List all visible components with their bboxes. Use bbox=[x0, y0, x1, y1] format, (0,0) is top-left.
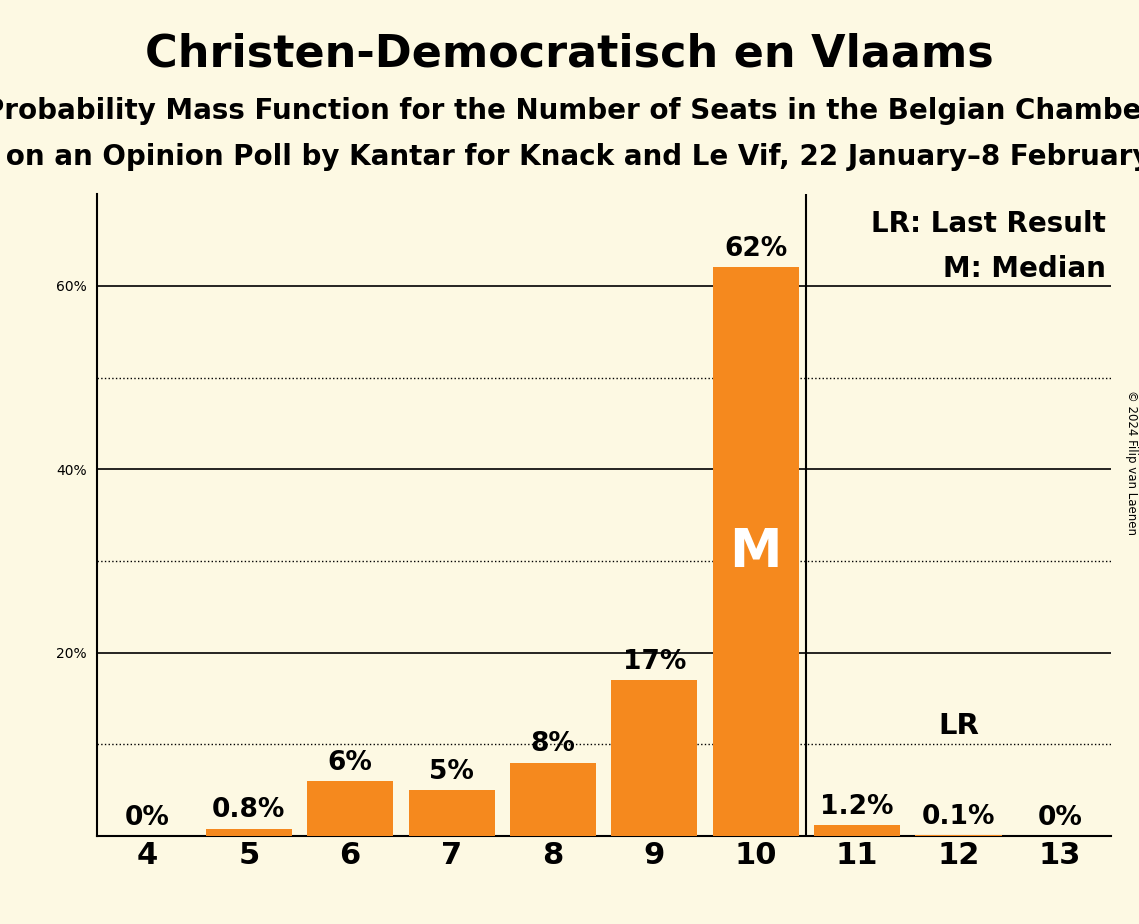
Text: Based on an Opinion Poll by Kantar for Knack and Le Vif, 22 January–8 February 2: Based on an Opinion Poll by Kantar for K… bbox=[0, 143, 1139, 171]
Text: 17%: 17% bbox=[623, 649, 686, 675]
Bar bbox=[308, 781, 393, 836]
Text: 1.2%: 1.2% bbox=[820, 794, 894, 820]
Bar bbox=[612, 680, 697, 836]
Text: 0.1%: 0.1% bbox=[921, 804, 995, 830]
Text: M: Median: M: Median bbox=[943, 255, 1106, 283]
Text: 0.8%: 0.8% bbox=[212, 797, 286, 823]
Text: © 2024 Filip van Laenen: © 2024 Filip van Laenen bbox=[1124, 390, 1138, 534]
Bar bbox=[409, 790, 494, 836]
Bar bbox=[814, 825, 900, 836]
Text: 62%: 62% bbox=[724, 236, 787, 261]
Text: LR: Last Result: LR: Last Result bbox=[870, 210, 1106, 238]
Text: M: M bbox=[729, 526, 782, 578]
Text: 0%: 0% bbox=[125, 805, 170, 831]
Bar bbox=[206, 829, 292, 836]
Text: Probability Mass Function for the Number of Seats in the Belgian Chamber: Probability Mass Function for the Number… bbox=[0, 97, 1139, 125]
Text: 0%: 0% bbox=[1038, 805, 1082, 831]
Text: Christen-Democratisch en Vlaams: Christen-Democratisch en Vlaams bbox=[145, 32, 994, 76]
Text: LR: LR bbox=[939, 711, 978, 740]
Bar bbox=[510, 763, 596, 836]
Text: 8%: 8% bbox=[531, 731, 575, 758]
Text: 5%: 5% bbox=[429, 759, 474, 784]
Bar bbox=[713, 267, 798, 836]
Text: 6%: 6% bbox=[328, 749, 372, 775]
